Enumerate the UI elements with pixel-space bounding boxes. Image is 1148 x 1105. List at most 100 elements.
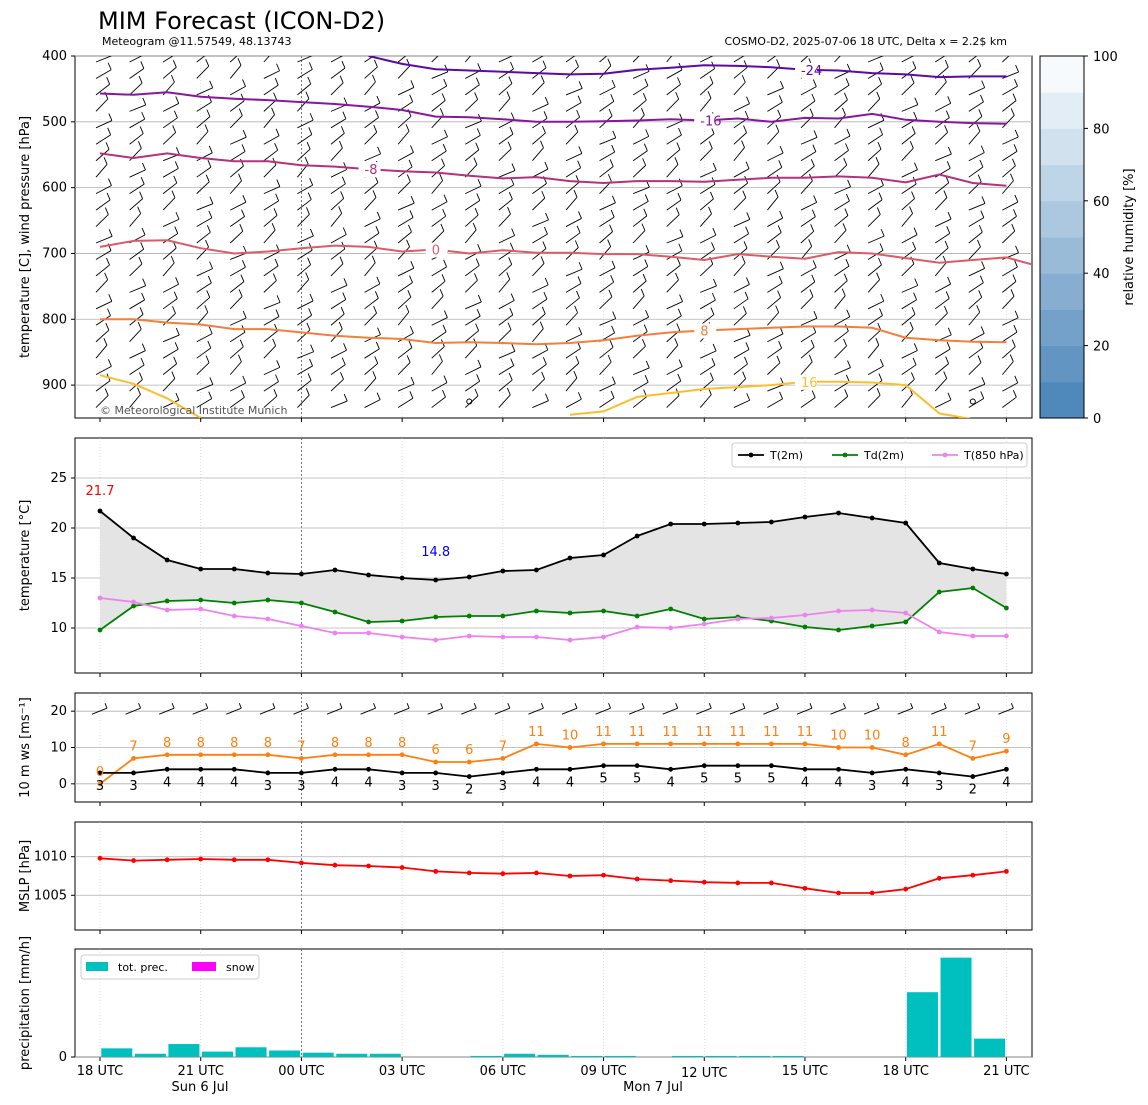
wind-barb [95, 214, 109, 227]
surface-wind-barb [528, 707, 544, 715]
x-tick-label: 06 UTC [480, 1064, 526, 1079]
wind-barb-flag [1010, 108, 1015, 116]
wind-barb [867, 163, 880, 178]
wind-barb [901, 364, 917, 376]
wind-barb-flag [913, 292, 917, 300]
wind-barb-flag [508, 372, 513, 381]
wind-barb [666, 366, 683, 376]
wind-barb [532, 197, 546, 211]
wind-barb [196, 231, 211, 244]
isotherm-label-bg [794, 62, 817, 78]
mslp-ytick-label: 1005 [34, 888, 67, 903]
wind-barb [834, 265, 850, 277]
wind-barb-flag [981, 261, 986, 269]
wind-barb-flag [808, 354, 813, 363]
wind-barb [297, 249, 313, 260]
wind-barb-flag [408, 224, 412, 233]
wind-barb-flag [713, 47, 716, 54]
wind-barb [129, 148, 142, 162]
wind-barb-flag [107, 359, 112, 367]
wind-barb-flag [578, 81, 583, 89]
wind-barb-flag [342, 292, 347, 300]
mslp-point [433, 868, 439, 874]
wind-barb [1002, 331, 1018, 343]
series-point [634, 613, 640, 619]
temp-dewpoint-spread [100, 511, 1007, 630]
wind-barb [935, 102, 951, 112]
temp-ytick-label: 20 [50, 521, 67, 536]
wind-barb-flag [878, 373, 883, 381]
wind-barb-flag [977, 355, 982, 363]
wind-barb-flag [945, 291, 950, 299]
wind-barb-flag [676, 258, 681, 266]
wind-barb-flag [744, 110, 749, 119]
x-tick-label: 18 UTC [882, 1064, 928, 1079]
wind-barb-flag [845, 374, 850, 382]
wind-barb-flag [539, 321, 544, 329]
wind-barb [800, 231, 814, 244]
wind-barb-flag [477, 243, 482, 252]
wind-barb-flag [843, 92, 848, 101]
wind-barb-flag [980, 145, 985, 153]
wind-barb-flag [475, 323, 480, 331]
surface-wind-barb [293, 707, 309, 715]
wind-barb [968, 347, 984, 359]
wind-barb-flag [142, 162, 146, 171]
wind-barb [767, 347, 782, 359]
wind-barb-flag [1012, 390, 1017, 398]
series-point [869, 607, 875, 613]
x-tick-label: 21 UTC [983, 1064, 1029, 1079]
wind-barb-flag [712, 162, 717, 171]
wind-barb [565, 312, 578, 326]
wind-barb-flag [910, 256, 915, 264]
wind-barb [767, 232, 782, 244]
wind-barb [297, 68, 313, 79]
temp-ytick-label: 15 [50, 571, 67, 586]
wind-barb [532, 328, 544, 343]
wind-barb-flag [137, 141, 142, 149]
wind-barb-flag [273, 92, 277, 100]
wind-ytick-label: 20 [50, 704, 67, 719]
wind-barb [129, 169, 146, 178]
wind-barb [129, 328, 142, 343]
wind-barb-flag [477, 178, 482, 187]
wind-barb [330, 56, 344, 63]
wind-barb-flag [577, 392, 582, 400]
wind-barb [935, 153, 952, 162]
wind-barb-flag [1012, 93, 1017, 101]
legend-label: T(2m) [769, 449, 803, 462]
wind-barb-flag [612, 195, 616, 203]
wind-barb [397, 152, 414, 162]
wind-barb [733, 334, 751, 343]
wind-barb [431, 230, 445, 244]
wind-barb [767, 268, 784, 277]
wind-barb [229, 180, 242, 194]
wind-barb [95, 83, 110, 96]
wind-barb [565, 283, 582, 293]
wind-barb-flag [372, 74, 376, 83]
wind-barb-flag [1012, 158, 1016, 167]
wind-barb-flag [913, 343, 918, 351]
wind-barb [431, 71, 449, 79]
wind-barb [162, 378, 176, 392]
wind-barb-flag [108, 229, 113, 237]
wind-barb [330, 234, 347, 244]
wind-barb-flag [875, 156, 880, 165]
wind-barb [733, 56, 745, 63]
wind-barb-flag [171, 190, 176, 198]
surface-wind-barb-flag [440, 702, 444, 709]
gust-value-label: 0 [96, 765, 104, 780]
wind-barb [599, 166, 614, 178]
wind-barb-flag [108, 294, 113, 302]
mean-wind-value-label: 2 [969, 783, 977, 798]
legend-box [80, 954, 260, 980]
mean-wind-point [903, 766, 909, 772]
isotherm-label: 16 [801, 376, 818, 391]
series-point [802, 612, 808, 618]
mean-wind-value-label: 3 [499, 779, 507, 794]
series-point [466, 613, 472, 619]
wind-barb-flag [875, 337, 880, 346]
colorbar-tick-label: 100 [1093, 50, 1118, 65]
wind-barb-flag [208, 326, 213, 334]
